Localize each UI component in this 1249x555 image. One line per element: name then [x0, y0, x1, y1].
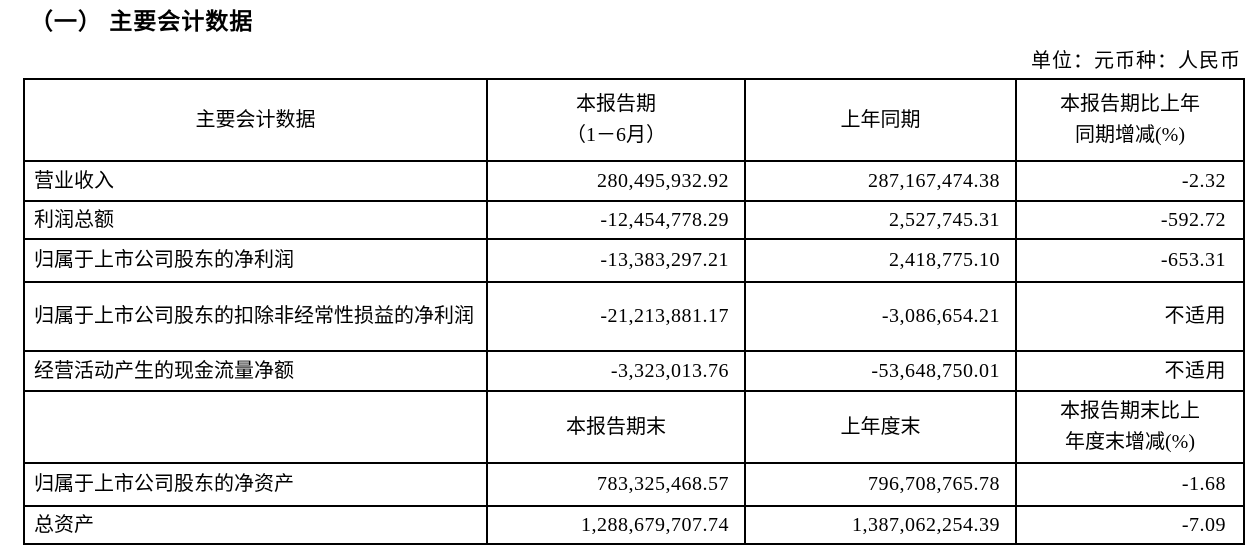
col-header-period-end-change: 本报告期末比上 年度末增减(%): [1015, 390, 1245, 464]
change-value: 不适用: [1015, 350, 1245, 392]
col-header-period-change-line1: 本报告期比上年: [1060, 93, 1200, 115]
prior-period-value: -53,648,750.01: [744, 350, 1017, 392]
col-header-prior-period: 上年同期: [744, 78, 1017, 162]
row-label: 经营活动产生的现金流量净额: [23, 350, 488, 392]
prior-period-value: 287,167,474.38: [744, 160, 1017, 202]
empty-header-cell: [23, 390, 488, 464]
current-period-end-value: 1,288,679,707.74: [486, 505, 746, 545]
change-value: -592.72: [1015, 200, 1245, 240]
col-header-period-change: 本报告期比上年 同期增减(%): [1015, 78, 1245, 162]
current-period-value: -13,383,297.21: [486, 238, 746, 283]
change-value: -7.09: [1015, 505, 1245, 545]
change-value: -2.32: [1015, 160, 1245, 202]
table-row-operating-revenue: 营业收入 280,495,932.92 287,167,474.38 -2.32: [23, 160, 1245, 202]
row-label: 归属于上市公司股东的净利润: [23, 238, 488, 283]
col-header-period-change-line2: 同期增减(%): [1075, 124, 1185, 146]
col-header-period-end-change-line2: 年度末增减(%): [1065, 431, 1195, 453]
prior-period-value: 2,418,775.10: [744, 238, 1017, 283]
prior-period-value: 2,527,745.31: [744, 200, 1017, 240]
row-label: 总资产: [23, 505, 488, 545]
table-row-operating-cash-flow: 经营活动产生的现金流量净额 -3,323,013.76 -53,648,750.…: [23, 350, 1245, 392]
current-period-value: -3,323,013.76: [486, 350, 746, 392]
change-value: -653.31: [1015, 238, 1245, 283]
row-label: 归属于上市公司股东的扣除非经常性损益的净利润: [23, 281, 488, 352]
period-header-row: 主要会计数据 本报告期 （1－6月） 上年同期 本报告期比上年 同期增减(%): [23, 78, 1245, 162]
row-label: 利润总额: [23, 200, 488, 240]
col-header-current-period: 本报告期 （1－6月）: [486, 78, 746, 162]
table-row-net-profit-excl-nonrecurring: 归属于上市公司股东的扣除非经常性损益的净利润 -21,213,881.17 -3…: [23, 281, 1245, 352]
col-header-prior-year-end: 上年度末: [744, 390, 1017, 464]
current-period-value: -12,454,778.29: [486, 200, 746, 240]
prior-year-end-value: 796,708,765.78: [744, 462, 1017, 507]
prior-period-value: -3,086,654.21: [744, 281, 1017, 352]
col-header-current-period-line2: （1－6月）: [566, 124, 666, 146]
period-end-header-row: 本报告期末 上年度末 本报告期末比上 年度末增减(%): [23, 390, 1245, 464]
table-row-total-profit: 利润总额 -12,454,778.29 2,527,745.31 -592.72: [23, 200, 1245, 240]
col-header-current-period-line1: 本报告期: [576, 93, 656, 115]
col-header-current-period-end: 本报告期末: [486, 390, 746, 464]
currency-unit-note: 单位：元币种：人民币: [1031, 50, 1241, 72]
col-header-period-end-change-line1: 本报告期末比上: [1060, 400, 1200, 422]
row-label: 营业收入: [23, 160, 488, 202]
current-period-value: -21,213,881.17: [486, 281, 746, 352]
change-value: -1.68: [1015, 462, 1245, 507]
change-value: 不适用: [1015, 281, 1245, 352]
row-label: 归属于上市公司股东的净资产: [23, 462, 488, 507]
key-accounting-data-table: 主要会计数据 本报告期 （1－6月） 上年同期 本报告期比上年 同期增减(%) …: [23, 78, 1245, 545]
current-period-value: 280,495,932.92: [486, 160, 746, 202]
table-row-total-assets: 总资产 1,288,679,707.74 1,387,062,254.39 -7…: [23, 505, 1245, 545]
prior-year-end-value: 1,387,062,254.39: [744, 505, 1017, 545]
current-period-end-value: 783,325,468.57: [486, 462, 746, 507]
table-row-net-profit-attributable: 归属于上市公司股东的净利润 -13,383,297.21 2,418,775.1…: [23, 238, 1245, 283]
col-header-metric: 主要会计数据: [23, 78, 488, 162]
table-row-net-assets-attributable: 归属于上市公司股东的净资产 783,325,468.57 796,708,765…: [23, 462, 1245, 507]
section-title: （一） 主要会计数据: [30, 8, 254, 34]
